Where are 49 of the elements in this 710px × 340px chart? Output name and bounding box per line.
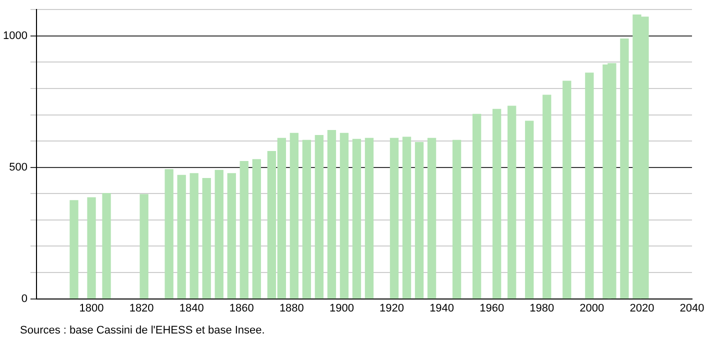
x-tick-label: 1900 [329,302,354,314]
bar [227,173,236,299]
x-tick-label: 1960 [480,302,504,314]
bar [620,38,629,299]
y-tick-label: 500 [9,161,28,174]
bar [302,140,312,299]
bar [352,138,362,299]
x-tick-label: 1920 [380,302,404,314]
bar [327,130,336,299]
x-tick-label: 1940 [430,302,454,314]
bar [177,174,186,299]
x-tick-label: 1800 [79,302,104,314]
bar [542,94,552,299]
bar [314,134,324,299]
bar [87,197,96,299]
bar [452,140,462,299]
bar [252,159,261,299]
x-tick-label: 2000 [580,302,604,314]
y-tick-label: 0 [21,292,28,305]
y-tick-label: 1000 [2,30,28,42]
x-tick-label: 1860 [229,302,254,314]
x-tick-label: 1880 [279,302,304,314]
bar [414,142,424,299]
bar [364,138,374,299]
bar [290,132,299,299]
bar [164,169,174,299]
bar [340,132,349,299]
x-tick-label: 1980 [530,302,554,314]
x-tick-label: 1820 [129,302,154,314]
bar [402,136,412,299]
x-tick-label: 2020 [630,302,654,314]
bar [472,114,482,299]
bar [525,120,534,299]
bar [585,72,594,299]
x-tick-label: 2040 [680,302,704,314]
source-note: Sources : base Cassini de l'EHESS et base Insee. [20,324,265,337]
bar [240,160,248,299]
bar [214,170,224,299]
bar [427,138,436,299]
bar [70,200,78,299]
bar [102,193,111,299]
bar [140,194,148,299]
bar [492,108,502,299]
bar [562,80,572,299]
bar [390,138,399,299]
bar [508,106,516,299]
x-tick-label: 1840 [179,302,204,314]
bar [202,178,211,299]
bar [190,173,198,299]
